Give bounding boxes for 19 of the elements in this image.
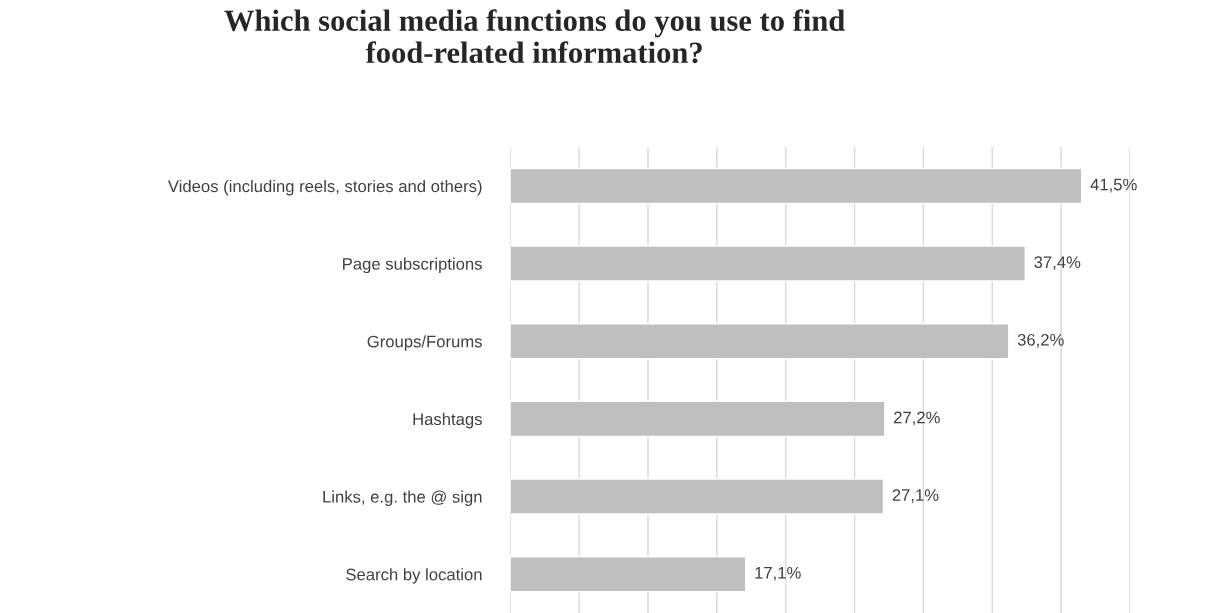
y-tick-label: Hashtags (413, 412, 482, 429)
chart-title: Which social media functions do you use to find food-related information? (224, 9, 845, 64)
data-label: 17,1% (755, 566, 801, 581)
bar (510, 478, 885, 515)
data-label: 27,2% (894, 411, 940, 426)
bar (510, 556, 747, 593)
y-tick-label: Search by location (346, 568, 482, 584)
data-label: 36,2% (1017, 333, 1064, 348)
bar (510, 400, 886, 438)
y-tick-label: Videos (including reels, stories and others) (167, 179, 482, 196)
bar (510, 167, 1083, 205)
bar (510, 323, 1010, 360)
data-label: 27,1% (892, 489, 939, 503)
y-tick-label: Links, e.g. the @ sign (323, 490, 482, 507)
data-label: 41,5% (1090, 178, 1137, 193)
y-tick-label: Groups/Forums (367, 335, 482, 351)
bar (510, 245, 1026, 282)
y-tick-label: Page subscriptions (343, 257, 482, 274)
data-label: 37,4% (1034, 256, 1081, 271)
